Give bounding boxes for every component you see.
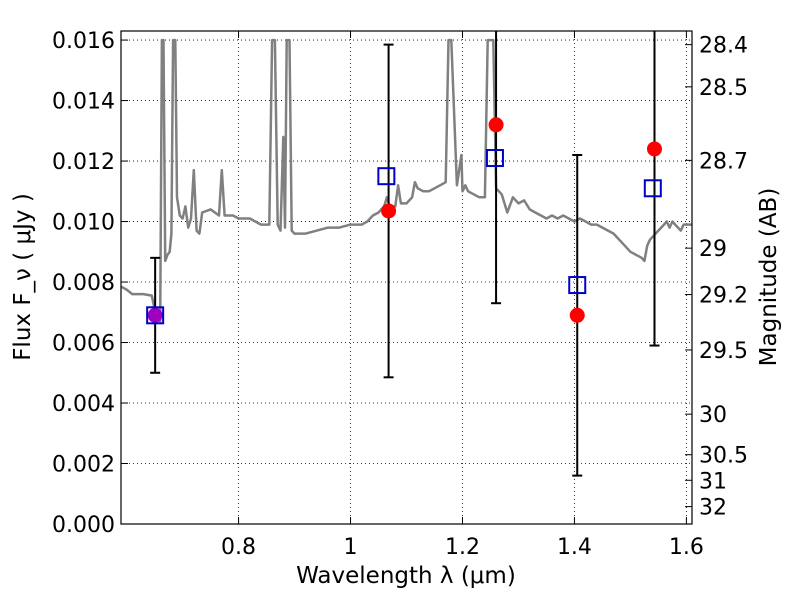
y2-tick-label: 29.5 <box>699 339 748 364</box>
y2-tick-label: 31 <box>699 469 727 494</box>
y2-tick-label: 28.4 <box>699 34 748 59</box>
x-tick-label: 1.2 <box>445 535 480 560</box>
axis-labels: Wavelength λ (μm) Flux F_ν ( μJy ) Magni… <box>10 188 782 589</box>
y2-tick-label: 28.7 <box>699 149 748 174</box>
x-tick-label: 0.8 <box>221 535 256 560</box>
model-point <box>643 179 662 198</box>
y2-axis-label: Magnitude (AB) <box>756 188 782 367</box>
plot-frame <box>120 30 693 525</box>
model-point <box>568 276 587 295</box>
photometry-point <box>569 307 585 323</box>
ticks: 0.8 1 1.2 1.4 1.6 0.000 0.002 0.004 0.006 0.008 0.… <box>52 29 748 560</box>
y-tick-label: 0.008 <box>52 271 115 296</box>
y-tick-label: 0.000 <box>52 513 115 538</box>
y-tick-label: 0.004 <box>52 392 115 417</box>
y2-tick-label: 32 <box>699 496 727 521</box>
y-tick-label: 0.016 <box>52 29 115 54</box>
model-point <box>485 149 504 168</box>
y-tick-label: 0.014 <box>52 90 115 115</box>
x-tick-label: 1 <box>344 535 358 560</box>
y-tick-label: 0.002 <box>52 453 115 478</box>
y-tick-label: 0.010 <box>52 211 115 236</box>
y2-tick-label: 29.2 <box>699 284 748 309</box>
photometry-point <box>381 203 397 219</box>
y2-tick-label: 29 <box>699 237 727 262</box>
y-tick-label: 0.012 <box>52 150 115 175</box>
y-tick-label: 0.006 <box>52 332 115 357</box>
y-axis-label: Flux F_ν ( μJy ) <box>10 193 36 361</box>
y2-tick-label: 30 <box>699 403 727 428</box>
plot-area <box>121 31 692 477</box>
grid <box>121 31 692 525</box>
model-point <box>146 306 165 325</box>
photometry-point <box>488 117 504 133</box>
model-point <box>377 167 396 186</box>
photometry-point <box>147 307 163 323</box>
spectrum-line <box>121 38 692 323</box>
photometry-point <box>646 141 662 157</box>
x-tick-label: 1.6 <box>669 535 704 560</box>
y2-tick-label: 30.5 <box>699 444 748 469</box>
x-axis-label: Wavelength λ (μm) <box>296 563 516 589</box>
y2-tick-label: 28.5 <box>699 76 748 101</box>
x-tick-label: 1.4 <box>557 535 592 560</box>
